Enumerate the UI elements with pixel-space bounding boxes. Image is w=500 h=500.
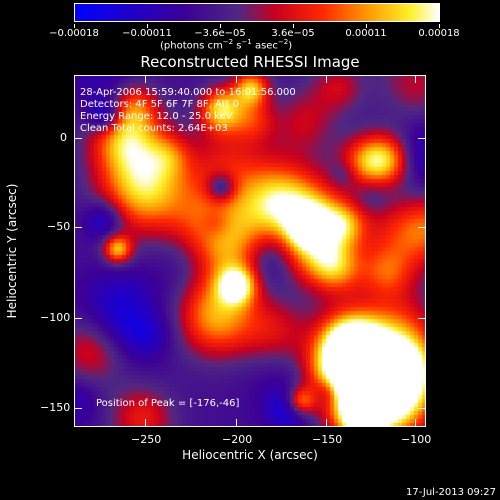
plot-title: Reconstructed RHESSI Image: [140, 53, 360, 71]
y-tick-label: −50: [47, 220, 71, 233]
colorbar-tick: [439, 24, 440, 28]
colorbar-tick: [366, 24, 367, 28]
peak-position-text: Position of Peak = [-176,-46]: [96, 398, 240, 409]
colorbar-tick: [147, 24, 148, 28]
y-tick-label: −100: [40, 311, 71, 324]
colorbar-tick-label: −3.6e−05: [194, 28, 246, 39]
colorbar-units: (photons cm−2 s−1 asec−2): [160, 38, 293, 52]
total-counts-text: Clean Total counts: 2.64E+03: [80, 123, 228, 134]
x-tick-label: −200: [222, 433, 253, 446]
x-tick-label: −150: [312, 433, 343, 446]
energy-range-text: Energy Range: 12.0 - 25.0 keV: [80, 111, 233, 122]
x-tick-label: −250: [131, 433, 162, 446]
colorbar-gradient: [74, 3, 440, 22]
colorbar-tick-label: −0.00018: [49, 28, 99, 39]
colorbar-tick: [74, 24, 75, 28]
observation-info: 28-Apr-2006 15:59:40.000 to 16:01:56.000…: [80, 87, 296, 135]
y-axis-label: Heliocentric Y (arcsec): [5, 183, 19, 319]
timestamp: 17-Jul-2013 09:27: [405, 487, 496, 498]
y-tick-label: 0: [60, 131, 67, 144]
colorbar-tick-label: 0.00011: [345, 28, 387, 39]
colorbar-tick: [293, 24, 294, 28]
x-axis-label: Heliocentric X (arcsec): [182, 448, 318, 462]
x-tick-label: −100: [401, 433, 432, 446]
colorbar-tick-label: 0.00018: [418, 28, 460, 39]
detectors-text: Detectors: 4F 5F 6F 7F 8F, Att 0: [80, 99, 240, 110]
colorbar-tick: [220, 24, 221, 28]
colorbar-tick-label: 3.6e−05: [271, 28, 315, 39]
time-range-text: 28-Apr-2006 15:59:40.000 to 16:01:56.000: [80, 87, 296, 98]
rhessi-image: [74, 75, 426, 427]
colorbar: −0.00018 −0.00011 −3.6e−05 3.6e−05 0.000…: [49, 3, 460, 39]
y-tick-label: −150: [40, 401, 71, 414]
colorbar-tick-label: −0.00011: [122, 28, 172, 39]
